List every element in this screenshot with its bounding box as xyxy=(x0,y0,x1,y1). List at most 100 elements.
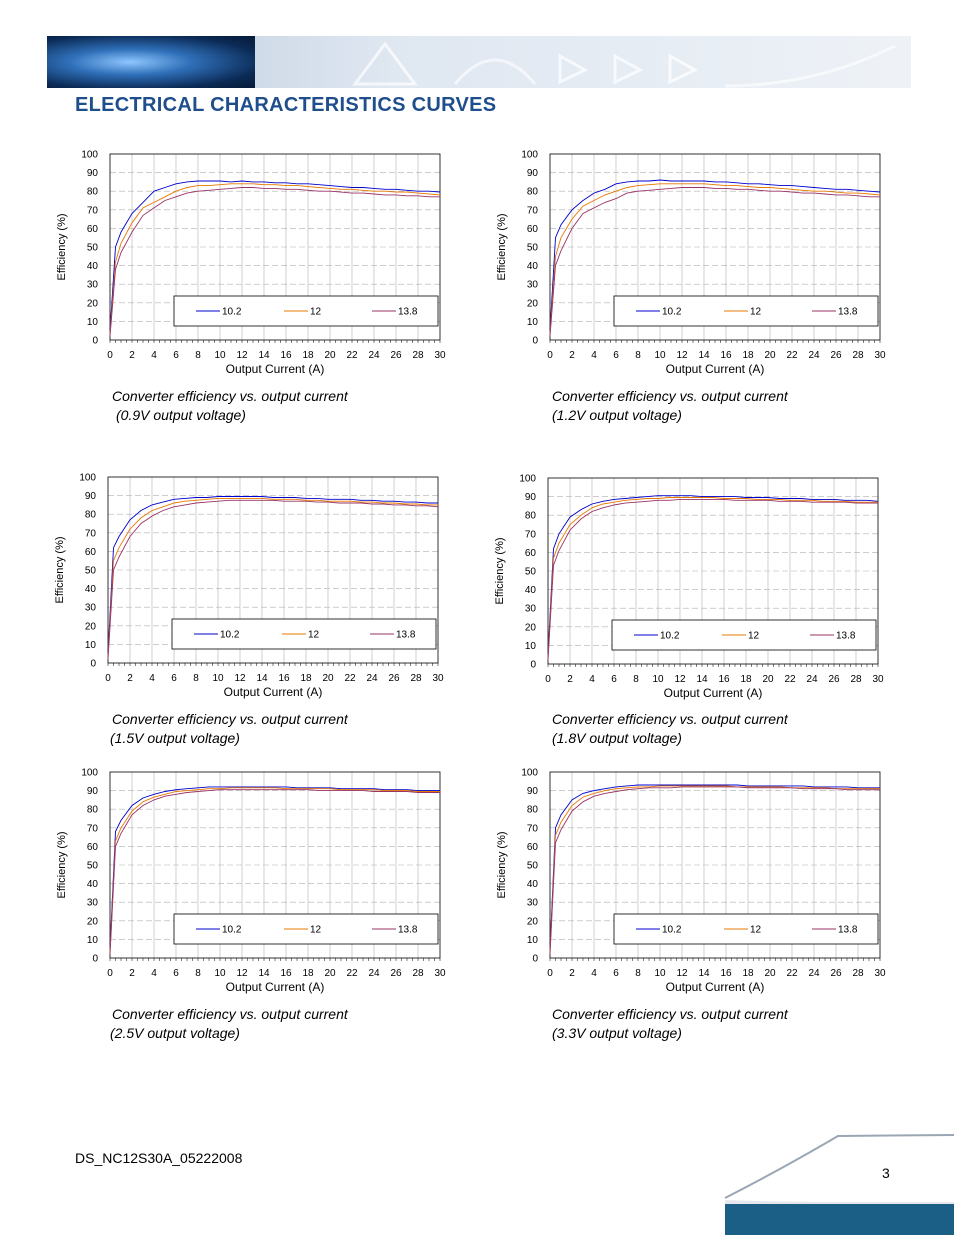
y-tick-label: 40 xyxy=(525,585,537,596)
y-tick-label: 30 xyxy=(527,280,539,291)
y-tick-label: 40 xyxy=(85,584,97,595)
x-tick-label: 4 xyxy=(151,350,157,361)
y-tick-label: 70 xyxy=(87,823,99,834)
y-tick-label: 50 xyxy=(527,861,539,872)
y-tick-label: 70 xyxy=(527,205,539,216)
x-axis-title: Output Current (A) xyxy=(226,980,325,994)
x-tick-label: 8 xyxy=(195,968,201,979)
x-tick-label: 12 xyxy=(236,350,248,361)
x-tick-label: 10 xyxy=(652,674,664,685)
series-line-10-2 xyxy=(107,496,438,654)
y-tick-label: 100 xyxy=(81,768,98,779)
y-tick-label: 100 xyxy=(521,768,538,779)
y-axis-title: Efficiency (%) xyxy=(496,831,508,898)
x-tick-label: 8 xyxy=(633,674,639,685)
caption-voltage: (1.8V output voltage) xyxy=(552,730,682,746)
x-tick-label: 26 xyxy=(830,350,842,361)
y-tick-label: 70 xyxy=(527,823,539,834)
x-axis-title: Output Current (A) xyxy=(224,685,323,699)
series-line-10-2 xyxy=(109,786,440,949)
x-tick-label: 20 xyxy=(764,968,776,979)
y-axis-title: Efficiency (%) xyxy=(56,213,68,280)
caption-voltage: (1.5V output voltage) xyxy=(110,730,240,746)
legend-label: 12 xyxy=(748,631,760,642)
x-tick-label: 18 xyxy=(740,674,752,685)
x-tick-label: 20 xyxy=(762,674,774,685)
efficiency-chart-0-9v: 0 10 20 30 40 50 60 70 80 90 100 0 2 4 6 8 10 12 14 16 18 20 2… xyxy=(50,140,470,380)
efficiency-chart-1-8v: 0 10 20 30 40 50 60 70 80 90 100 0 2 4 6 8 10 12 14 16 18 20 2… xyxy=(488,464,908,704)
y-tick-label: 60 xyxy=(87,842,99,853)
plot-frame xyxy=(107,476,439,664)
caption-line: Converter efficiency vs. output current xyxy=(112,1006,348,1022)
x-tick-label: 10 xyxy=(654,350,666,361)
y-tick-label: 50 xyxy=(527,243,539,254)
x-tick-label: 14 xyxy=(258,968,270,979)
series-line-12 xyxy=(109,787,440,953)
series-line-10-2 xyxy=(549,179,881,331)
x-tick-label: 28 xyxy=(852,350,864,361)
x-tick-label: 10 xyxy=(212,673,224,684)
x-tick-label: 14 xyxy=(696,674,708,685)
x-tick-label: 20 xyxy=(764,350,776,361)
legend-label: 10.2 xyxy=(662,925,682,936)
x-tick-label: 24 xyxy=(808,968,820,979)
x-tick-label: 20 xyxy=(324,968,336,979)
series-line-10-2 xyxy=(549,784,880,949)
series-line-13-8 xyxy=(107,499,439,660)
x-tick-label: 4 xyxy=(149,673,155,684)
legend-label: 13.8 xyxy=(836,631,856,642)
x-tick-label: 4 xyxy=(591,968,597,979)
x-tick-label: 18 xyxy=(742,350,754,361)
x-tick-label: 26 xyxy=(390,350,402,361)
x-tick-label: 30 xyxy=(874,968,886,979)
y-tick-label: 40 xyxy=(527,261,539,272)
legend-label: 10.2 xyxy=(222,307,242,318)
x-tick-label: 8 xyxy=(193,673,199,684)
caption-voltage: (1.2V output voltage) xyxy=(552,407,682,423)
x-tick-label: 22 xyxy=(784,674,796,685)
legend-label: 10.2 xyxy=(662,307,682,318)
efficiency-chart-1-2v: 0 10 20 30 40 50 60 70 80 90 100 0 2 4 6 8 10 12 14 16 18 20 2… xyxy=(490,140,910,380)
y-tick-label: 90 xyxy=(525,492,537,503)
x-tick-label: 10 xyxy=(654,968,666,979)
chart-caption: Converter efficiency vs. output current … xyxy=(552,1005,788,1043)
x-tick-label: 24 xyxy=(366,673,378,684)
y-tick-label: 40 xyxy=(87,879,99,890)
x-tick-label: 0 xyxy=(107,350,113,361)
x-tick-label: 26 xyxy=(388,673,400,684)
x-tick-label: 22 xyxy=(786,968,798,979)
x-tick-label: 14 xyxy=(256,673,268,684)
x-tick-label: 0 xyxy=(105,673,111,684)
y-tick-label: 60 xyxy=(85,547,97,558)
caption-voltage: (0.9V output voltage) xyxy=(116,407,246,423)
y-tick-label: 40 xyxy=(87,261,99,272)
x-tick-label: 30 xyxy=(872,674,884,685)
x-tick-label: 8 xyxy=(195,350,201,361)
y-tick-label: 20 xyxy=(85,621,97,632)
caption-voltage: (3.3V output voltage) xyxy=(552,1025,682,1041)
y-tick-label: 20 xyxy=(87,916,99,927)
efficiency-chart-3-3v: 0 10 20 30 40 50 60 70 80 90 100 0 2 4 6 8 10 12 14 16 18 20 2… xyxy=(490,758,910,998)
x-tick-label: 24 xyxy=(806,674,818,685)
series-line-12 xyxy=(549,785,880,953)
legend-label: 12 xyxy=(750,925,762,936)
y-tick-label: 10 xyxy=(87,317,99,328)
x-tick-label: 4 xyxy=(591,350,597,361)
x-tick-label: 30 xyxy=(874,350,886,361)
plot-frame xyxy=(549,153,881,341)
x-tick-label: 0 xyxy=(107,968,113,979)
x-tick-label: 12 xyxy=(236,968,248,979)
y-tick-label: 0 xyxy=(92,336,98,347)
y-tick-label: 50 xyxy=(525,567,537,578)
y-tick-label: 90 xyxy=(85,491,97,502)
series-line-12 xyxy=(547,497,878,659)
x-tick-label: 26 xyxy=(828,674,840,685)
y-tick-label: 0 xyxy=(92,954,98,965)
y-tick-label: 40 xyxy=(527,879,539,890)
y-tick-label: 10 xyxy=(527,317,539,328)
caption-line: Converter efficiency vs. output current xyxy=(552,711,788,727)
y-axis-title: Efficiency (%) xyxy=(54,536,66,603)
x-tick-label: 24 xyxy=(808,350,820,361)
footer-decoration xyxy=(724,1134,954,1235)
chart-caption: Converter efficiency vs. output current … xyxy=(110,710,348,748)
